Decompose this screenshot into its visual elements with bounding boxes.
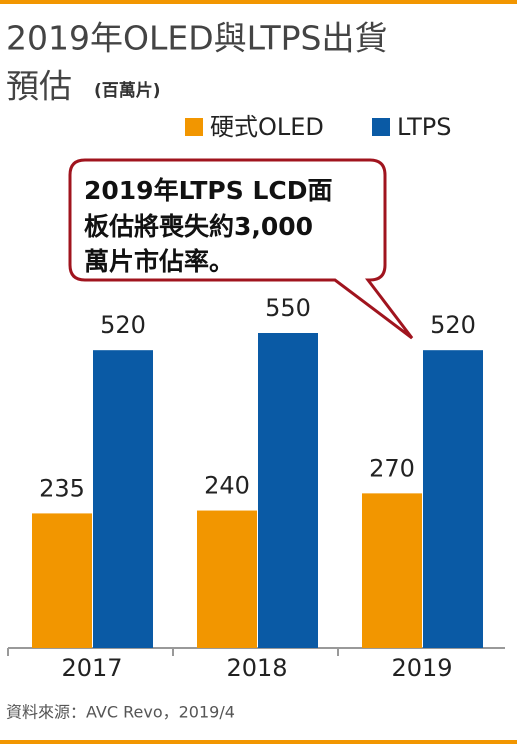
value-label: 520 <box>100 311 146 339</box>
x-tick-label: 2019 <box>391 654 452 682</box>
bar <box>93 350 153 648</box>
bar <box>197 510 257 648</box>
chart-subtitle: (百萬片) <box>94 80 161 101</box>
bar <box>32 513 92 648</box>
bar <box>423 350 483 648</box>
value-label: 270 <box>369 454 415 482</box>
x-tick-label: 2018 <box>226 654 287 682</box>
bar <box>258 333 318 648</box>
annotation: 萬片市佔率。 <box>84 247 234 276</box>
annotation: 板估將喪失約3,000 <box>84 212 313 241</box>
value-label: 235 <box>39 474 85 502</box>
chart-title: 2019年OLED與LTPS出貨 <box>6 19 387 58</box>
bar <box>362 493 422 648</box>
annotation: 2019年LTPS LCD面 <box>84 176 333 205</box>
bottom-rule <box>0 740 517 744</box>
legend-swatch <box>185 118 203 136</box>
chart-title: 預估 <box>6 67 72 106</box>
top-rule <box>0 0 517 4</box>
source: 資料來源：AVC Revo，2019/4 <box>6 703 235 722</box>
value-label: 240 <box>204 472 250 500</box>
legend-label: LTPS <box>397 113 451 141</box>
x-tick-label: 2017 <box>61 654 122 682</box>
value-label: 520 <box>430 311 476 339</box>
legend-swatch <box>372 118 390 136</box>
legend-label: 硬式OLED <box>210 113 324 141</box>
value-label: 550 <box>265 294 311 322</box>
callout <box>68 158 414 340</box>
